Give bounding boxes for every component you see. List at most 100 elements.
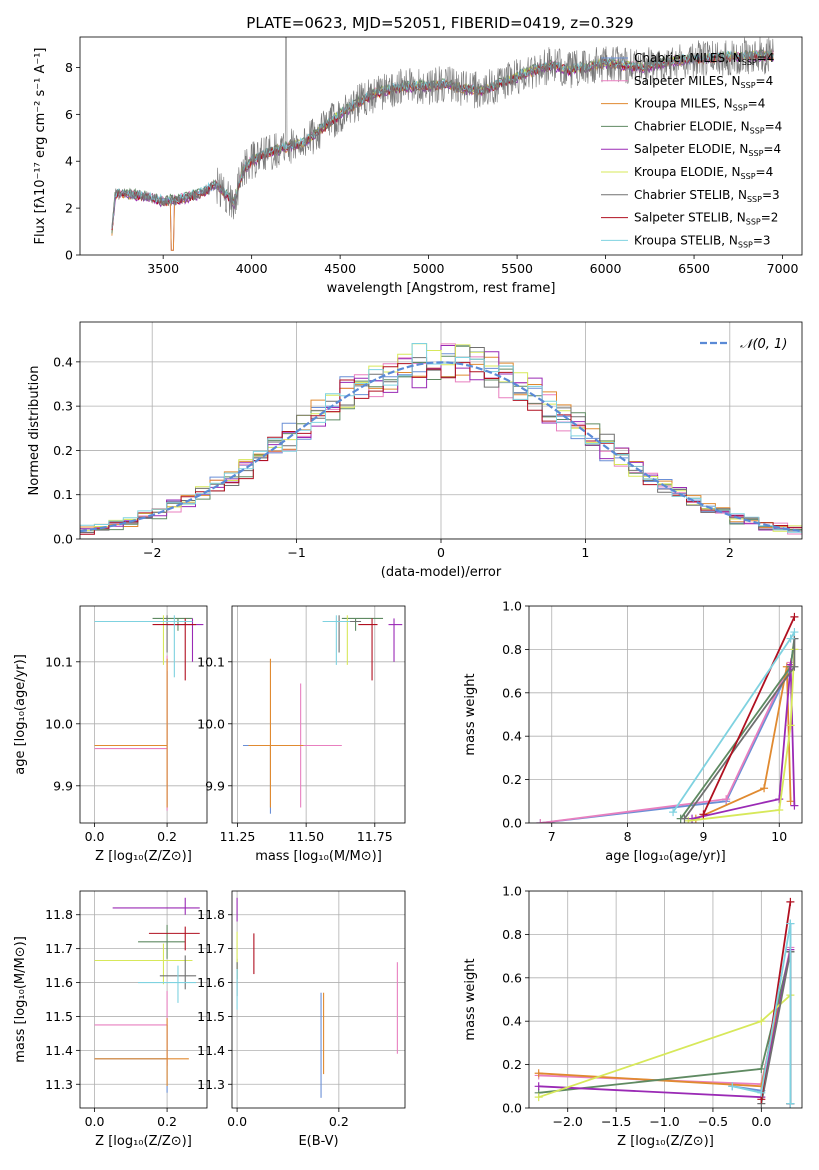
weight-marker-kroupa_miles: [534, 1069, 543, 1078]
x-tick-label: 8: [624, 829, 632, 844]
weight-marker-kroupa_elodie: [757, 1017, 766, 1026]
legend-sub: SSP: [750, 126, 765, 135]
x-tick-label: 0.0: [85, 829, 105, 844]
x-tick-label: −1: [287, 545, 305, 560]
legend-entry-salpeter_miles: Salpeter MILES, NSSP=4: [634, 74, 773, 90]
weight-marker-kroupa_miles: [760, 784, 769, 793]
y-tick-label: 11.5: [45, 1009, 73, 1024]
weight-marker-kroupa_stelib: [669, 808, 678, 817]
x-tick-label: −1.5: [601, 1114, 631, 1129]
legend-suffix: =3: [753, 233, 771, 247]
x-axis-label: E(B-V): [298, 1134, 338, 1149]
x-tick-label: 7000: [767, 261, 799, 276]
histogram-step-salpeter_stelib: [80, 362, 802, 535]
x-tick-label: 0.2: [157, 1114, 177, 1129]
x-tick-label: −2: [143, 545, 161, 560]
legend-name: Salpeter MILES, N: [634, 74, 741, 88]
weight-marker-salpeter_stelib: [786, 897, 795, 906]
legend-entry-kroupa_stelib: Kroupa STELIB, NSSP=3: [634, 233, 771, 249]
weight-line-salpeter_miles: [540, 662, 792, 823]
x-axis-label: mass [log₁₀(M/M⊙)]: [255, 849, 382, 864]
x-tick-label: 5000: [413, 261, 445, 276]
weight-marker-salpeter_stelib: [790, 612, 799, 621]
massweight_vs_age-axes: 7 8 9 10 0.0 0.2 0.4 0.6 0.8 1.0 age [log₁₀(age/yr…: [463, 599, 803, 864]
y-axis-label: mass weight: [463, 958, 478, 1040]
weight-marker-kroupa_elodie: [786, 721, 795, 730]
y-tick-label: 1.0: [502, 599, 522, 614]
y-tick-label: 0.4: [502, 729, 522, 744]
legend-entry-kroupa_miles: Kroupa MILES, NSSP=4: [634, 97, 765, 113]
x-tick-label: 0.2: [157, 829, 177, 844]
legend-sub: SSP: [748, 149, 763, 158]
x-tick-label: 0.0: [751, 1114, 771, 1129]
y-tick-label: 0.0: [502, 1101, 522, 1116]
legend-name: Kroupa STELIB, N: [634, 233, 738, 247]
massweight_vs_age-plot-area: [529, 606, 802, 823]
mass_vs_ebv-plot-area: [232, 891, 405, 1108]
x-tick-label: 0: [437, 545, 445, 560]
legend-sub: SSP: [733, 104, 748, 113]
weight-line-chabrier_stelib: [760, 951, 792, 1104]
age_vs_Z-plot-area: [80, 606, 207, 823]
weight-line-kroupa_stelib: [732, 923, 792, 1104]
weight-marker-chabrier_stelib: [680, 814, 689, 823]
x-tick-label: 11.75: [357, 829, 393, 844]
histogram-step-kroupa_elodie: [80, 343, 802, 532]
x-tick-label: 10: [771, 829, 787, 844]
weight-marker-salpeter_elodie: [534, 1082, 543, 1091]
axes-frame: [231, 605, 406, 824]
legend-entry-salpeter_elodie: Salpeter ELODIE, NSSP=4: [634, 142, 781, 158]
age_vs_mass-plot-area: [232, 606, 405, 823]
y-tick-label: 0.2: [53, 443, 73, 458]
weight-line-chabrier_miles: [540, 638, 796, 823]
y-tick-label: 11.8: [197, 907, 225, 922]
legend-sub: SSP: [747, 195, 762, 204]
y-tick-label: 0.2: [502, 1057, 522, 1072]
weight-marker-salpeter_elodie: [790, 801, 799, 810]
legend-sub: SSP: [741, 172, 756, 181]
axes-frame: [79, 321, 803, 540]
y-tick-label: 9.9: [53, 778, 73, 793]
y-axis-label: age [log₁₀(age/yr)]: [13, 654, 28, 775]
y-tick-label: 2: [65, 201, 73, 216]
legend-name: Salpeter STELIB, N: [634, 211, 746, 225]
x-tick-label: 7: [548, 829, 556, 844]
legend-name: Salpeter ELODIE, N: [634, 142, 748, 156]
weight-marker-kroupa_elodie: [775, 805, 784, 814]
y-tick-label: 11.6: [45, 975, 73, 990]
massweight_vs_Z-plot-area: [529, 891, 802, 1108]
spectrum-data-line: [111, 37, 774, 229]
x-tick-label: 6000: [590, 261, 622, 276]
gaussian-reference-curve: [80, 361, 802, 533]
y-tick-label: 0.3: [53, 399, 73, 414]
weight-marker-kroupa_stelib: [790, 628, 799, 637]
plots: 3500 4000 4500 5000 5500 6000 6500 7000 0 2 4 6 8 wav…: [13, 36, 803, 1149]
massweight_vs_Z-axes: −2.0 −1.5 −1.0 −0.5 0.0 0.0 0.2 0.4 0.6 0.8 1.0 Z […: [463, 884, 803, 1149]
mass_vs_ebv-axes: 0.0 0.2 11.3 11.4 11.5 11.6 11.7 11.8 E(B-V): [197, 890, 406, 1149]
y-tick-label: 9.9: [205, 778, 225, 793]
weight-marker-kroupa_stelib: [786, 919, 795, 928]
axes-frame: [528, 605, 803, 824]
y-tick-label: 11.5: [197, 1009, 225, 1024]
y-tick-label: 0.2: [502, 772, 522, 787]
x-tick-label: 5500: [501, 261, 533, 276]
weight-marker-chabrier_stelib: [790, 662, 799, 671]
x-tick-label: −2.0: [553, 1114, 583, 1129]
weight-line-salpeter_stelib: [702, 616, 796, 815]
x-tick-label: −1.0: [649, 1114, 679, 1129]
y-tick-label: 0.4: [53, 354, 73, 369]
legend-sub: SSP: [741, 81, 756, 90]
legend-entry-chabrier_miles: Chabrier MILES, NSSP=4: [634, 51, 774, 67]
x-tick-label: 6500: [678, 261, 710, 276]
mass_vs_Z-plot-area: [80, 891, 207, 1108]
legend-suffix: =4: [765, 119, 783, 133]
weight-marker-salpeter_elodie: [775, 795, 784, 804]
y-tick-label: 0.4: [502, 1014, 522, 1029]
y-tick-label: 1.0: [502, 884, 522, 899]
axes-frame: [231, 890, 406, 1109]
y-tick-label: 11.6: [197, 975, 225, 990]
legend-suffix: =4: [756, 165, 774, 179]
axes-frame: [79, 36, 803, 256]
x-tick-label: 3500: [147, 261, 179, 276]
